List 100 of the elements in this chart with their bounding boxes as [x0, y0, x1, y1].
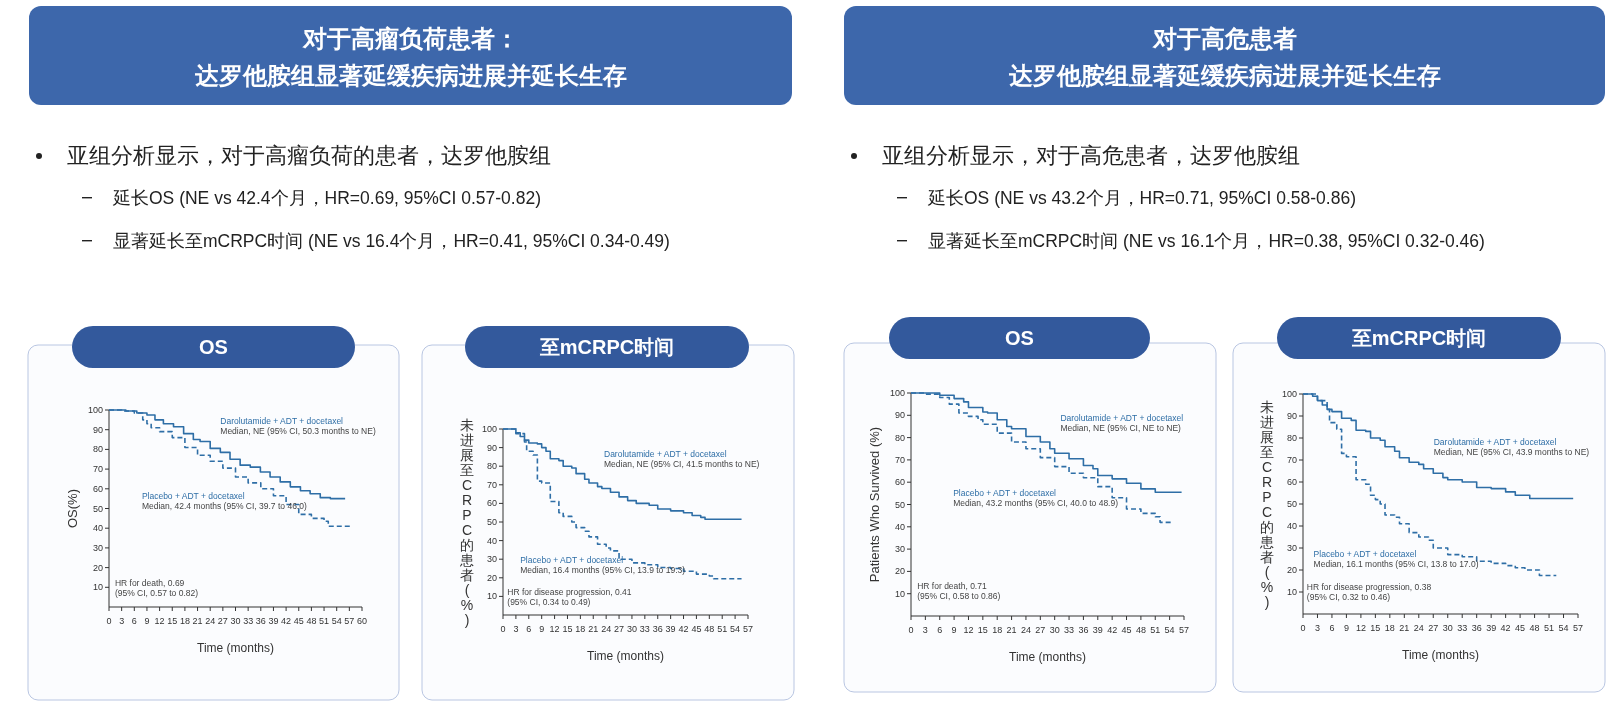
x-tick-label: 39: [1486, 623, 1497, 633]
text: Placebo + ADT + docetaxel: [953, 488, 1057, 499]
x-tick-label: 6: [1329, 623, 1335, 633]
x-tick-label: 51: [1544, 623, 1555, 633]
y-tick-label: 60: [1286, 477, 1297, 487]
y-tick-label: 50: [894, 499, 905, 510]
x-tick-label: 9: [1343, 623, 1349, 633]
annotation: Median, 16.4 months (95% CI, 13.9 to 19.3): [520, 564, 686, 575]
y-tick-label: 30: [1286, 543, 1297, 553]
x-tick-label: 24: [601, 624, 612, 634]
y-tick-label: 70: [894, 454, 905, 465]
y-tick-label: 10: [92, 582, 103, 593]
x-tick-label: 6: [937, 625, 943, 635]
x-tick-label: 9: [951, 625, 957, 635]
x-tick-label: 60: [356, 616, 368, 626]
x-tick-label: 18: [992, 625, 1003, 635]
x-tick-label: 3: [922, 625, 928, 635]
x-tick-label: 6: [526, 624, 532, 634]
chart-title: 至mCRPC时间: [1350, 327, 1487, 349]
y-tick-label: 50: [1286, 499, 1297, 509]
x-tick-label: 3: [1314, 623, 1320, 633]
x-tick-label: 57: [1572, 623, 1584, 633]
x-tick-label: 42: [281, 616, 292, 626]
x-tick-label: 0: [908, 625, 914, 635]
x-tick-label: 45: [1515, 623, 1526, 633]
x-tick-label: 24: [1020, 625, 1031, 635]
text: Darolutamide + ADT + docetaxel: [1433, 436, 1557, 447]
x-axis-title: Time (months): [1009, 650, 1086, 664]
y-tick-label: 20: [92, 562, 103, 573]
x-tick-label: 0: [500, 624, 506, 634]
x-tick-label: 54: [1164, 625, 1175, 635]
text: 未进展至CRPC的患者(%): [1260, 398, 1274, 610]
x-tick-label: 21: [1006, 625, 1017, 635]
chart-title: OS: [1005, 327, 1034, 349]
y-tick-label: 100: [1281, 389, 1297, 399]
x-tick-label: 27: [217, 616, 228, 626]
x-tick-label: 15: [167, 616, 178, 626]
x-tick-label: 27: [1035, 625, 1046, 635]
y-tick-label: 30: [894, 544, 905, 555]
x-tick-label: 39: [665, 624, 676, 634]
series-label: Placebo + ADT + docetaxel: [520, 554, 624, 565]
y-tick-label: 60: [894, 477, 905, 488]
x-tick-label: 36: [652, 624, 663, 634]
x-tick-label: 39: [1092, 625, 1103, 635]
text: 达罗他胺组显著延缓疾病进展并延长生存: [193, 62, 627, 89]
text: Darolutamide + ADT + docetaxel: [604, 448, 727, 459]
annotation: HR for disease progression, 0.41: [507, 586, 632, 597]
y-tick-label: 40: [1286, 521, 1297, 531]
x-tick-label: 45: [691, 624, 702, 634]
y-tick-label: 90: [92, 424, 103, 435]
y-tick-label: 60: [92, 483, 103, 494]
x-tick-label: 51: [1150, 625, 1161, 635]
x-tick-label: 54: [331, 616, 342, 626]
text: 显著延长至mCRPC时间 (NE vs 16.1个月，HR=0.38, 95%CI 0.32-0.46): [928, 231, 1485, 251]
y-tick-label: 80: [1286, 433, 1297, 443]
annotation: Median, 16.1 months (95% CI, 13.8 to 17.0): [1313, 559, 1479, 570]
x-tick-label: 57: [1178, 625, 1190, 635]
annotation: (95% CI, 0.58 to 0.86): [917, 591, 1001, 602]
x-tick-label: 33: [639, 624, 650, 634]
y-tick-label: 70: [1286, 455, 1297, 465]
x-tick-label: 18: [575, 624, 586, 634]
x-tick-label: 21: [1399, 623, 1410, 633]
annotation: (95% CI, 0.57 to 0.82): [114, 588, 199, 599]
x-tick-label: 30: [1442, 623, 1453, 633]
x-tick-label: 15: [1370, 623, 1381, 633]
x-tick-label: 42: [1500, 623, 1511, 633]
annotation: Median, NE (95% CI, 41.5 months to NE): [604, 458, 760, 469]
x-tick-label: 54: [730, 624, 741, 634]
text: 对于高瘤负荷患者：: [301, 25, 519, 52]
y-tick-label: 90: [486, 442, 497, 453]
annotation: Median, NE (95% CI, 43.9 months to NE): [1433, 446, 1590, 457]
x-tick-label: 42: [678, 624, 689, 634]
y-tick-label: 90: [894, 410, 905, 421]
x-tick-label: 0: [1300, 623, 1306, 633]
y-tick-label: 10: [1286, 587, 1297, 597]
y-tick-label: 20: [486, 572, 497, 583]
y-tick-label: 50: [486, 517, 497, 527]
x-tick-label: 3: [119, 616, 125, 626]
text: 对于高危患者: [1151, 25, 1297, 52]
x-tick-label: 21: [588, 624, 599, 634]
annotation: Median, NE (95% CI, 50.3 months to NE): [220, 425, 376, 436]
x-tick-label: 12: [154, 616, 165, 626]
y-tick-label: 80: [894, 432, 905, 443]
x-tick-label: 48: [1529, 623, 1540, 633]
x-tick-label: 0: [106, 616, 112, 626]
y-axis-title: OS(%): [65, 489, 80, 528]
text: 亚组分析显示，对于高危患者，达罗他胺组: [882, 143, 1300, 168]
x-tick-label: 12: [549, 624, 560, 634]
x-tick-label: 57: [344, 616, 355, 626]
x-tick-label: 36: [1078, 625, 1089, 635]
y-tick-label: 50: [92, 503, 103, 514]
text: 未进展至CRPC的患者(%): [460, 416, 474, 628]
annotation: HR for death, 0.69: [114, 578, 185, 589]
x-axis-title: Time (months): [1402, 648, 1479, 662]
x-tick-label: 27: [1428, 623, 1439, 633]
x-tick-label: 57: [742, 624, 754, 634]
x-tick-label: 6: [131, 616, 137, 626]
x-tick-label: 33: [243, 616, 254, 626]
series-label: Placebo + ADT + docetaxel: [141, 491, 245, 502]
text: 显著延长至mCRPC时间 (NE vs 16.4个月，HR=0.41, 95%CI 0.34-0.49): [113, 231, 670, 251]
